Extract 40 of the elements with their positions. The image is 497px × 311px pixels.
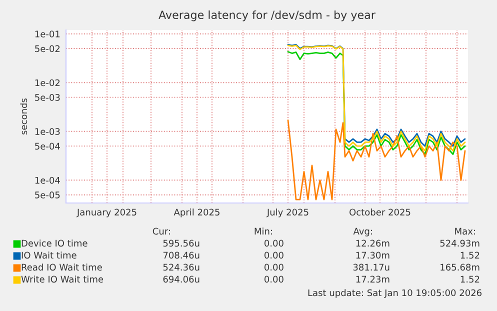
text: Max: [455,228,475,235]
y-tick-label: 5e-03 [35,94,60,101]
text: 17.23m [356,276,390,283]
legend-label: Device IO time [22,240,88,247]
x-tick-label: April 2025 [174,208,220,218]
text: 694.06u [163,276,200,283]
legend-label: IO Wait time [22,252,76,259]
chart-title: Average latency for /dev/sdm - by year [158,10,376,22]
y-tick-label: 5e-02 [35,45,60,52]
text: 12.26m [356,240,390,247]
y-tick-label: 1e-04 [35,176,60,184]
y-tick-label: 5e-05 [35,192,60,198]
text: 0.00 [264,264,284,271]
legend-label: Write IO Wait time [21,276,104,283]
y-tick-label: 1e-02 [35,79,60,86]
legend-label: Read IO Wait time [22,264,102,271]
text: 0.00 [264,276,284,283]
text: 595.56u [163,240,200,247]
x-tick-label: July 2025 [266,208,308,218]
text: Last update: Sat Jan 10 19:05:00 2026 [308,289,482,298]
text: 381.17u [353,264,390,271]
text: 1.52 [460,276,480,283]
y-tick-label: 1e-01 [35,30,60,38]
y-tick-label: 5e-04 [35,142,60,150]
text: 524.36u [163,264,200,271]
line-series [287,119,466,200]
text: 1.52 [460,252,480,259]
x-tick-label: January 2025 [76,208,136,218]
text: 708.46u [163,252,200,259]
text: 0.00 [264,240,284,247]
text: 165.68m [440,264,480,271]
text: Cur: [152,228,170,235]
text: Avg: [353,228,372,236]
y-tick-label: 1e-03 [35,128,60,135]
text: Min: [254,228,272,234]
x-tick-label: October 2025 [350,208,410,216]
text: 0.00 [264,252,284,259]
y-axis-title: seconds [20,98,28,134]
text: 524.93m [440,240,480,247]
text: 17.30m [356,252,390,259]
